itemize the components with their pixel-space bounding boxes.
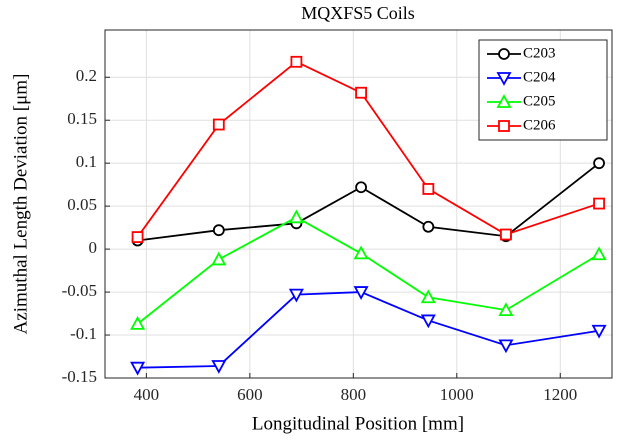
- x-tick-label: 600: [237, 385, 263, 404]
- marker: [212, 118, 225, 131]
- marker: [130, 361, 146, 376]
- y-tick-label: 0.05: [67, 195, 97, 214]
- marker: [591, 324, 607, 339]
- legend-label: C206: [523, 117, 556, 133]
- legend-marker: [498, 48, 510, 60]
- marker: [591, 246, 607, 261]
- y-axis-label: Azimuthal Length Deviation [μm]: [10, 74, 31, 335]
- marker: [420, 289, 436, 304]
- marker: [593, 197, 605, 210]
- x-tick-label: 800: [341, 385, 367, 404]
- marker: [353, 245, 369, 260]
- axes-box: [104, 29, 613, 379]
- legend-marker: [496, 72, 512, 86]
- y-tick-label: -0.1: [70, 324, 97, 343]
- x-tick-label: 1200: [543, 385, 577, 404]
- y-tick-label: -0.15: [62, 367, 97, 386]
- marker: [500, 228, 512, 241]
- marker: [355, 86, 367, 99]
- legend-marker: [498, 120, 510, 132]
- marker: [498, 339, 514, 354]
- y-tick-label: 0.2: [76, 66, 97, 85]
- x-tick-label: 400: [134, 385, 160, 404]
- legend-label: C203: [523, 45, 556, 61]
- marker: [355, 181, 367, 194]
- marker: [130, 315, 146, 330]
- marker: [353, 286, 369, 300]
- marker: [422, 220, 435, 233]
- y-tick-label: 0.15: [67, 109, 97, 128]
- marker: [288, 288, 304, 303]
- marker: [593, 157, 605, 170]
- marker: [422, 183, 435, 195]
- marker: [211, 251, 227, 266]
- legend-label: C205: [523, 93, 556, 109]
- x-tick-label: 1000: [440, 385, 474, 404]
- marker: [211, 360, 227, 374]
- marker: [212, 224, 225, 237]
- legend-label: C204: [523, 69, 556, 85]
- marker: [290, 55, 303, 68]
- legend-marker: [496, 94, 512, 108]
- marker: [498, 302, 514, 317]
- y-tick-label: -0.05: [62, 281, 97, 300]
- marker: [288, 209, 304, 224]
- marker: [420, 314, 436, 329]
- x-axis-label: Longitudinal Position [mm]: [252, 413, 464, 434]
- y-tick-label: 0: [89, 238, 98, 257]
- marker: [131, 231, 144, 243]
- chart-title: MQXFS5 Coils: [301, 3, 415, 23]
- legend: C203 C204 C205 C206: [478, 39, 608, 141]
- y-tick-label: 0.1: [76, 152, 97, 171]
